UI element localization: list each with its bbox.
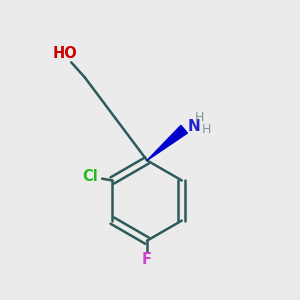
- Text: H: H: [194, 111, 204, 124]
- Text: N: N: [188, 119, 200, 134]
- Text: HO: HO: [53, 46, 78, 61]
- Text: F: F: [142, 252, 152, 267]
- Polygon shape: [147, 125, 188, 160]
- Text: H: H: [202, 123, 211, 136]
- Text: Cl: Cl: [82, 169, 98, 184]
